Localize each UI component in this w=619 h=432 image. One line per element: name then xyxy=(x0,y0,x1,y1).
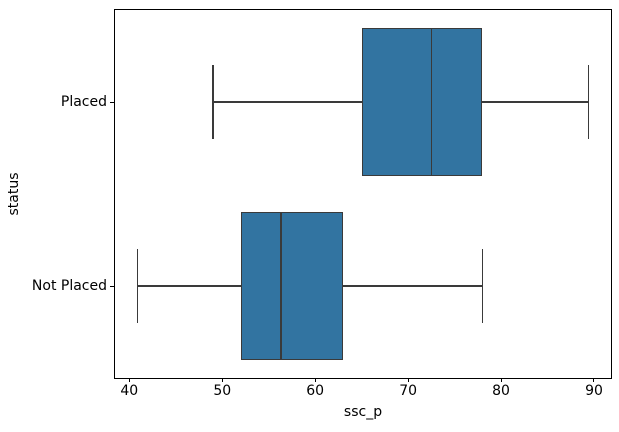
x-axis-label: ssc_p xyxy=(343,404,383,420)
whisker-low-line-placed xyxy=(212,101,362,103)
whisker-cap-high-placed xyxy=(587,65,590,139)
x-tick-70 xyxy=(407,378,409,382)
box-not-placed xyxy=(240,212,344,360)
y-tick-label-not-placed: Not Placed xyxy=(31,278,107,294)
x-tick-label-70: 70 xyxy=(399,383,418,399)
x-tick-label-40: 40 xyxy=(120,383,139,399)
y-axis-label: status xyxy=(6,172,22,216)
plot-area xyxy=(114,9,612,379)
x-tick-60 xyxy=(314,378,316,382)
whisker-high-line-not-placed xyxy=(343,285,483,287)
whisker-high-line-placed xyxy=(482,101,589,103)
y-tick-placed xyxy=(110,101,114,103)
x-tick-40 xyxy=(128,378,130,382)
y-tick-not-placed xyxy=(110,285,114,287)
y-tick-label-placed: Placed xyxy=(60,94,107,110)
whisker-low-line-not-placed xyxy=(137,285,241,287)
x-tick-label-90: 90 xyxy=(585,383,603,399)
x-tick-label-60: 60 xyxy=(306,383,325,399)
whisker-cap-low-not-placed xyxy=(136,249,139,323)
x-tick-90 xyxy=(593,378,595,382)
median-not-placed xyxy=(280,212,282,360)
x-tick-label-50: 50 xyxy=(213,383,232,399)
x-tick-80 xyxy=(500,378,502,382)
box-placed xyxy=(361,28,483,176)
x-tick-50 xyxy=(221,378,223,382)
whisker-cap-high-not-placed xyxy=(481,249,484,323)
median-placed xyxy=(430,28,433,176)
whisker-cap-low-placed xyxy=(212,65,214,139)
x-tick-label-80: 80 xyxy=(492,383,510,399)
